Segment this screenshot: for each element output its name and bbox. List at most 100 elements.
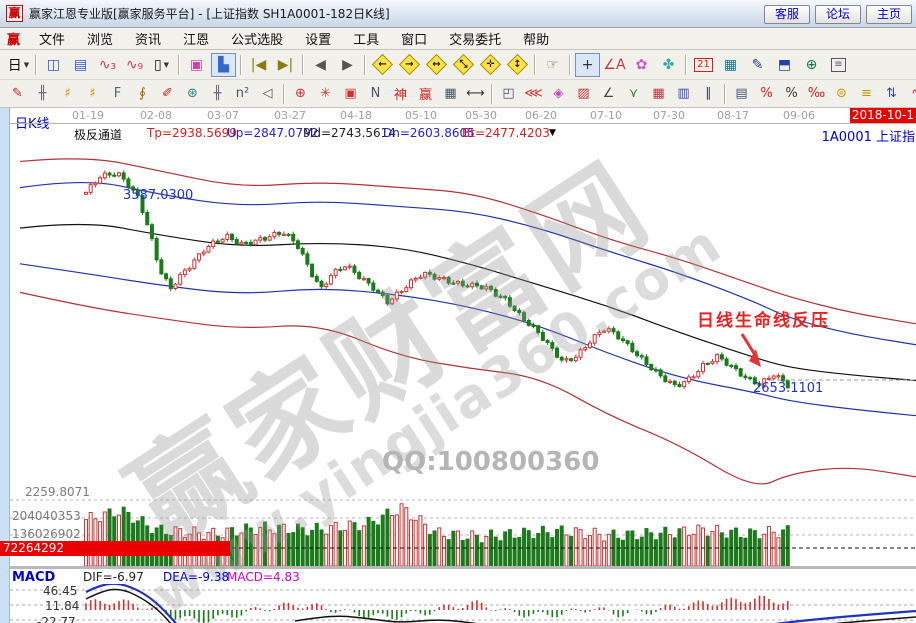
diamond-pattern-icon[interactable]: ◈ (553, 86, 564, 101)
left-panel-strip[interactable] (0, 108, 10, 623)
forum-button[interactable]: 论坛 (815, 5, 861, 24)
toolbar-separator (302, 54, 304, 75)
crosshair-icon[interactable]: + (575, 52, 600, 77)
zoom-right-diamond-icon[interactable]: → (397, 53, 422, 77)
candle-style-dropdown[interactable]: ▯ ▼ (153, 56, 170, 73)
menu-item-资讯[interactable]: 资讯 (135, 33, 162, 48)
print-icon[interactable]: ≡ (826, 53, 851, 77)
gann-gold2-icon[interactable]: ♯ (89, 86, 96, 101)
angle-cut-icon[interactable]: ◁ (262, 86, 273, 101)
box-lines-icon[interactable]: ◰ (502, 86, 515, 101)
volume-bar (653, 539, 658, 567)
fan-lines-icon[interactable]: ⋘ (524, 86, 543, 101)
web-lines-icon[interactable]: ✳ (320, 86, 331, 101)
next-icon[interactable]: ▶ (342, 56, 353, 73)
menu-item-交易委托[interactable]: 交易委托 (449, 33, 502, 48)
skip-end-icon[interactable]: ▶| (277, 56, 294, 73)
candle-body (592, 334, 597, 344)
comb-grid-icon[interactable]: ╫ (38, 86, 47, 101)
comb-grid2-icon[interactable]: ╫ (213, 86, 222, 101)
menu-item-工具[interactable]: 工具 (353, 33, 380, 48)
volume-bar (677, 528, 682, 567)
memo-icon[interactable]: ✎ (751, 56, 764, 73)
grid-blue-icon[interactable]: ▥ (677, 86, 690, 101)
check-lines-icon[interactable]: ⋎ (628, 86, 639, 101)
pen-tool-icon[interactable]: ✎ (12, 86, 23, 101)
grid-123-icon[interactable]: ▦ (444, 86, 457, 101)
skip-start-icon[interactable]: |◀ (250, 56, 267, 73)
candle-body (540, 332, 545, 342)
menu-item-江恩[interactable]: 江恩 (183, 33, 210, 48)
parallel-lines-icon[interactable]: ∥ (705, 86, 712, 101)
menu-item-浏览[interactable]: 浏览 (87, 33, 114, 48)
candle-body (112, 174, 117, 177)
indicator-value: Bt=2477.4203 (462, 126, 550, 140)
menu-item-设置[interactable]: 设置 (305, 33, 332, 48)
minute-chart-9-icon[interactable]: ∿₉ (125, 56, 144, 73)
candle-body (696, 371, 701, 378)
current-volume-badge: 72264292 (0, 541, 230, 556)
zoom-diagonal-diamond-icon[interactable]: ⤡ (451, 53, 476, 77)
zoom-vertical-diamond-icon[interactable]: ↕ (505, 53, 530, 77)
f-grid-icon[interactable]: F (113, 86, 122, 101)
menu-item-公式选股[interactable]: 公式选股 (231, 33, 284, 48)
grid-red-icon[interactable]: ▦ (652, 86, 665, 101)
period-day-dropdown[interactable]: 日 ▼ (7, 57, 30, 74)
minute-chart-3-icon[interactable]: ∿₃ (98, 56, 117, 73)
angle-lines-icon[interactable]: ∠ (602, 86, 615, 101)
clover-tool-icon[interactable]: ✤ (662, 56, 675, 73)
volume-bar (394, 514, 399, 567)
candle-body (98, 177, 103, 184)
n-wave-icon[interactable]: Ν (370, 86, 381, 101)
candle-body (701, 362, 706, 373)
hatch-square-icon[interactable]: ▨ (577, 86, 590, 101)
percent-red-icon[interactable]: % (760, 86, 773, 101)
home-button[interactable]: 主页 (866, 5, 912, 24)
ying-grid-icon[interactable]: 赢 (418, 88, 432, 103)
updown-flag-icon[interactable]: ⇅ (886, 86, 897, 101)
save-icon[interactable]: ⬒ (777, 56, 792, 73)
volume-chart[interactable] (10, 490, 916, 568)
angle-a-tool-icon[interactable]: ∠A (603, 56, 626, 73)
service-button[interactable]: 客服 (764, 5, 810, 24)
width-arrows-icon[interactable]: ⟷ (466, 86, 485, 101)
marker-down-icon: ▼ (549, 128, 556, 138)
network-icon[interactable]: ◫ (46, 56, 61, 73)
calculator-icon[interactable]: ▦ (723, 56, 738, 73)
hand-tool-icon[interactable]: ☞ (546, 56, 559, 73)
quote-list-icon[interactable]: ▤ (73, 56, 88, 73)
export-icon[interactable]: ⊕ (805, 56, 818, 73)
indicator-value: Up=2847.0792 (227, 126, 319, 140)
gann-gold-icon[interactable]: ♯ (64, 86, 71, 101)
gold-circle-icon[interactable]: ⊜ (836, 86, 847, 101)
spiral-icon[interactable]: ∮ (139, 86, 146, 101)
candle-body (555, 347, 559, 358)
square-target-icon[interactable]: ▣ (344, 86, 357, 101)
zoom-horizontal-diamond-icon[interactable]: ↔ (424, 53, 449, 77)
volume-bar (385, 508, 390, 567)
window-title: 赢家江恩专业版[赢家服务平台] - [上证指数 SH1A0001-182日K线] (29, 7, 390, 21)
bar-ruler-icon[interactable]: ▤ (735, 86, 748, 101)
circle-target-icon[interactable]: ⊕ (295, 86, 306, 101)
price-chart[interactable] (10, 140, 916, 492)
permille-icon[interactable]: ‰ (807, 86, 826, 101)
menu-item-帮助[interactable]: 帮助 (523, 33, 550, 48)
knot-tool-icon[interactable]: ✿ (635, 56, 648, 73)
macd-chart[interactable] (10, 584, 916, 623)
wave-icon[interactable]: ∿ (905, 83, 916, 104)
menu-item-文件[interactable]: 文件 (39, 33, 66, 48)
zoom-left-diamond-icon[interactable]: ← (370, 53, 395, 77)
colored-volume-icon[interactable]: ▙ (211, 52, 236, 77)
percent-icon[interactable]: % (785, 86, 798, 101)
gold-lines-icon[interactable]: ≡ (861, 86, 872, 101)
time-cycle-icon[interactable]: ⊛ (187, 86, 198, 101)
pen-grid-icon[interactable]: ✐ (162, 86, 173, 101)
zoom-all-diamond-icon[interactable]: ✛ (478, 53, 503, 77)
candle-body (766, 377, 771, 381)
pink-chart-icon[interactable]: ▣ (189, 56, 204, 73)
square-of-nine-icon[interactable]: n² (235, 86, 250, 101)
prev-icon[interactable]: ◀ (315, 56, 326, 73)
calendar-icon[interactable]: 21 (691, 53, 716, 77)
menu-item-窗口[interactable]: 窗口 (401, 33, 428, 48)
shen-grid-icon[interactable]: 神 (393, 88, 407, 103)
